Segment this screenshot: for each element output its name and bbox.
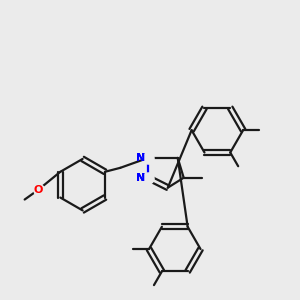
Text: N: N — [136, 173, 146, 183]
Text: N: N — [136, 173, 146, 183]
Text: N: N — [136, 153, 146, 163]
Text: O: O — [34, 184, 43, 195]
Text: N: N — [136, 173, 146, 183]
Text: N: N — [136, 153, 146, 163]
Text: N: N — [136, 153, 146, 163]
